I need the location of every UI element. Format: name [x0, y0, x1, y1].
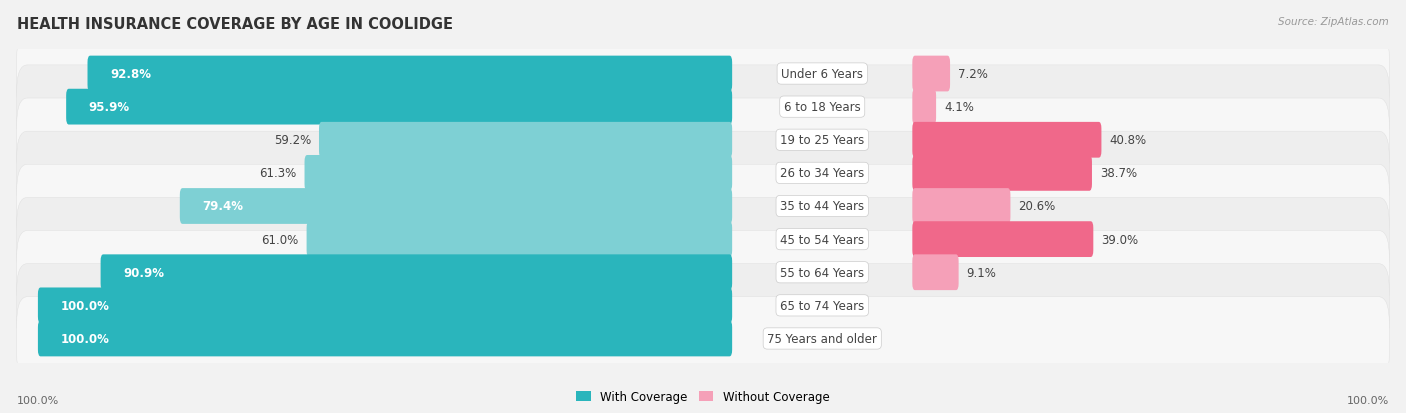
Text: 55 to 64 Years: 55 to 64 Years	[780, 266, 865, 279]
Text: 20.6%: 20.6%	[1018, 200, 1056, 213]
Text: 65 to 74 Years: 65 to 74 Years	[780, 299, 865, 312]
FancyBboxPatch shape	[319, 123, 733, 158]
FancyBboxPatch shape	[17, 33, 1389, 116]
Text: 100.0%: 100.0%	[60, 332, 110, 345]
FancyBboxPatch shape	[17, 165, 1389, 248]
Text: Source: ZipAtlas.com: Source: ZipAtlas.com	[1278, 17, 1389, 26]
FancyBboxPatch shape	[912, 156, 1092, 191]
Text: 39.0%: 39.0%	[1101, 233, 1139, 246]
Text: 100.0%: 100.0%	[17, 395, 59, 405]
Text: 40.8%: 40.8%	[1109, 134, 1146, 147]
FancyBboxPatch shape	[912, 222, 1094, 257]
FancyBboxPatch shape	[17, 297, 1389, 380]
Text: 19 to 25 Years: 19 to 25 Years	[780, 134, 865, 147]
Text: 38.7%: 38.7%	[1099, 167, 1137, 180]
Text: 95.9%: 95.9%	[89, 101, 129, 114]
Text: HEALTH INSURANCE COVERAGE BY AGE IN COOLIDGE: HEALTH INSURANCE COVERAGE BY AGE IN COOL…	[17, 17, 453, 31]
FancyBboxPatch shape	[38, 321, 733, 356]
Text: 7.2%: 7.2%	[957, 68, 988, 81]
FancyBboxPatch shape	[38, 288, 733, 323]
Text: 59.2%: 59.2%	[274, 134, 311, 147]
Text: 100.0%: 100.0%	[1347, 395, 1389, 405]
FancyBboxPatch shape	[180, 189, 733, 224]
FancyBboxPatch shape	[17, 132, 1389, 215]
Text: 9.1%: 9.1%	[966, 266, 997, 279]
FancyBboxPatch shape	[101, 255, 733, 290]
Text: 26 to 34 Years: 26 to 34 Years	[780, 167, 865, 180]
Text: 61.3%: 61.3%	[259, 167, 297, 180]
FancyBboxPatch shape	[912, 255, 959, 290]
Text: 79.4%: 79.4%	[202, 200, 243, 213]
FancyBboxPatch shape	[912, 90, 936, 125]
FancyBboxPatch shape	[17, 198, 1389, 281]
FancyBboxPatch shape	[17, 99, 1389, 182]
FancyBboxPatch shape	[912, 57, 950, 92]
Text: 35 to 44 Years: 35 to 44 Years	[780, 200, 865, 213]
FancyBboxPatch shape	[17, 231, 1389, 314]
FancyBboxPatch shape	[17, 66, 1389, 149]
FancyBboxPatch shape	[307, 222, 733, 257]
Text: 4.1%: 4.1%	[943, 101, 974, 114]
FancyBboxPatch shape	[912, 123, 1101, 158]
FancyBboxPatch shape	[912, 189, 1011, 224]
Text: 90.9%: 90.9%	[124, 266, 165, 279]
FancyBboxPatch shape	[66, 90, 733, 125]
Text: 100.0%: 100.0%	[60, 299, 110, 312]
Text: 45 to 54 Years: 45 to 54 Years	[780, 233, 865, 246]
FancyBboxPatch shape	[87, 57, 733, 92]
Text: 75 Years and older: 75 Years and older	[768, 332, 877, 345]
Text: 92.8%: 92.8%	[110, 68, 150, 81]
Text: Under 6 Years: Under 6 Years	[782, 68, 863, 81]
FancyBboxPatch shape	[305, 156, 733, 191]
FancyBboxPatch shape	[17, 264, 1389, 347]
Legend: With Coverage, Without Coverage: With Coverage, Without Coverage	[572, 385, 834, 408]
Text: 6 to 18 Years: 6 to 18 Years	[785, 101, 860, 114]
Text: 61.0%: 61.0%	[262, 233, 298, 246]
